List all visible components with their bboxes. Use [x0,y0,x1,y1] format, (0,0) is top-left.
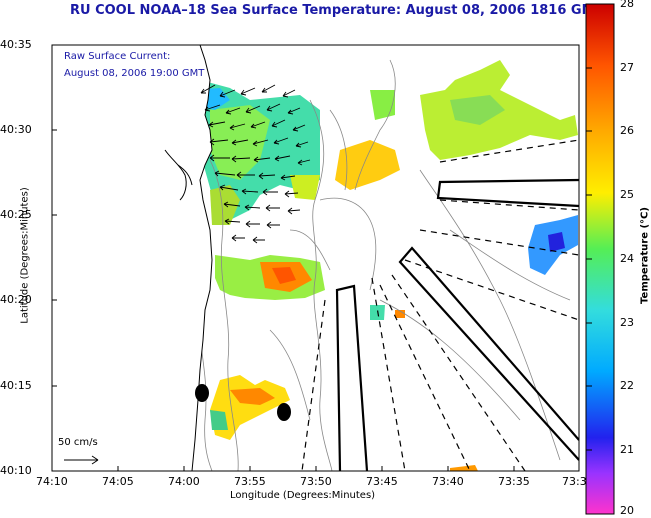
xtick-label: 73:55 [234,475,266,488]
colorbar-tick-label: 22 [620,379,634,392]
xtick-label: 73:40 [432,475,464,488]
xtick-label: 74:05 [102,475,134,488]
ytick-label: 40:25 [0,208,32,221]
survey-lines-solid [335,178,579,471]
current-overlay-text: Raw Surface Current: August 08, 2006 19:… [64,48,204,82]
station-marker-1 [195,384,209,402]
station-marker-2 [277,403,291,421]
coastline [52,45,213,471]
survey-lines-dashed [301,139,579,471]
bathymetry-contours [159,59,571,471]
scale-label: 50 cm/s [58,437,98,448]
colorbar-label: Temperature (°C) [639,207,651,304]
colorbar-tick-label: 21 [620,443,634,456]
xtick-label: 73:50 [300,475,332,488]
overlay-line-2: August 08, 2006 19:00 GMT [64,68,205,79]
colorbar-tick-label: 25 [620,188,634,201]
colorbar-tick-label: 27 [620,61,634,74]
xtick-label: 74:00 [168,475,200,488]
colorbar-tick-label: 23 [620,316,634,329]
ytick-label: 40:35 [0,38,32,51]
ytick-label: 40:30 [0,123,32,136]
map-title: RU COOL NOAA–18 Sea Surface Temperature:… [70,3,604,18]
colorbar-tick-label: 28 [620,0,634,10]
colorbar-tick-label: 20 [620,504,634,517]
ytick-label: 40:10 [0,464,32,477]
current-vectors [200,84,311,244]
xtick-label: 73:45 [366,475,398,488]
colorbar-tick-label: 24 [620,252,634,265]
ytick-label: 40:20 [0,293,32,306]
y-axis-label: Latitude (Degrees:Minutes) [19,187,31,324]
x-axis-label: Longitude (Degrees:Minutes) [230,490,376,501]
scale-arrow [64,455,99,465]
colorbar-ticks [586,3,592,515]
xtick-label: 73:35 [498,475,530,488]
colorbar-tick-label: 26 [620,124,634,137]
xtick-label: 74:10 [36,475,68,488]
xtick-label: 73:3 [562,475,587,488]
overlay-line-1: Raw Surface Current: [64,51,171,62]
tick-marks [51,44,515,472]
ytick-label: 40:15 [0,379,32,392]
